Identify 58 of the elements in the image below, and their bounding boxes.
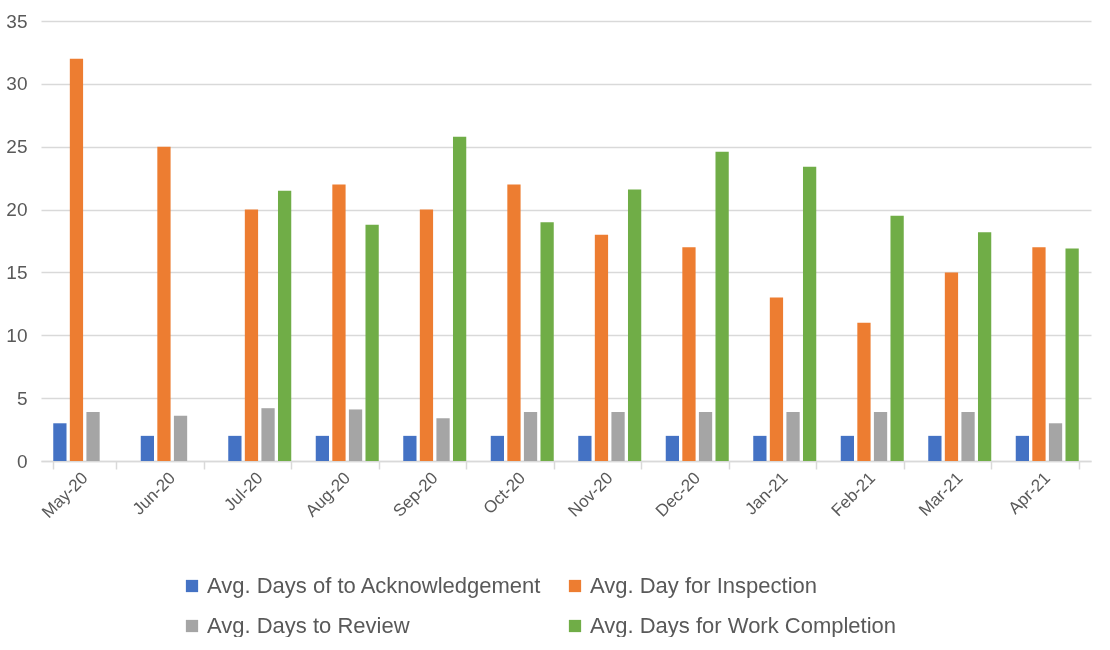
legend-label: Avg. Days to Review: [207, 613, 410, 638]
bar: [594, 234, 609, 461]
bar: [332, 184, 346, 461]
bar: [157, 146, 171, 461]
bar: [890, 215, 904, 461]
bar: [436, 418, 450, 461]
bar: [261, 408, 275, 461]
y-tick-label: 0: [16, 450, 28, 472]
bar: [698, 411, 713, 461]
bar: [419, 209, 434, 461]
bar: [69, 58, 84, 461]
bar: [715, 151, 729, 461]
bar: [873, 411, 888, 461]
bar: [578, 435, 592, 461]
y-tick-label: 35: [6, 10, 28, 32]
legend-label: Avg. Days of to Acknowledgement: [207, 573, 541, 598]
bar: [682, 247, 696, 461]
bar: [277, 190, 292, 461]
bar: [611, 411, 625, 461]
legend-label: Avg. Day for Inspection: [590, 573, 818, 598]
bar: [1015, 435, 1030, 461]
bar: [244, 209, 259, 461]
bar: [228, 435, 242, 461]
bar: [348, 409, 363, 461]
bar: [665, 435, 680, 461]
y-tick-label: 5: [16, 387, 28, 409]
legend-label: Avg. Days for Work Completion: [590, 613, 897, 638]
bar: [315, 435, 330, 461]
bar: [627, 189, 642, 461]
bar: [802, 166, 817, 461]
bar: [928, 435, 942, 461]
bar: [944, 272, 959, 461]
bar: [857, 322, 871, 461]
y-tick-label: 25: [6, 136, 28, 158]
bar: [452, 136, 467, 461]
y-tick-label: 20: [6, 199, 28, 221]
bar: [786, 411, 800, 461]
bar: [403, 435, 417, 461]
bar: [523, 411, 538, 461]
y-tick-label: 15: [6, 261, 28, 283]
bar: [977, 232, 992, 461]
bar: [753, 435, 767, 461]
bar: [1048, 423, 1063, 461]
bar: [365, 224, 379, 461]
bar: [1065, 248, 1079, 461]
bar: [1032, 247, 1046, 461]
y-tick-label: 10: [6, 324, 28, 346]
bar: [769, 297, 784, 461]
bar: [490, 435, 505, 461]
bar: [961, 411, 975, 461]
bar: [173, 415, 188, 461]
y-tick-label: 30: [6, 73, 28, 95]
bar: [140, 435, 155, 461]
bar: [840, 435, 855, 461]
bar: [540, 222, 554, 461]
bar: [507, 184, 521, 461]
bar: [53, 423, 67, 461]
bar: [86, 411, 100, 461]
